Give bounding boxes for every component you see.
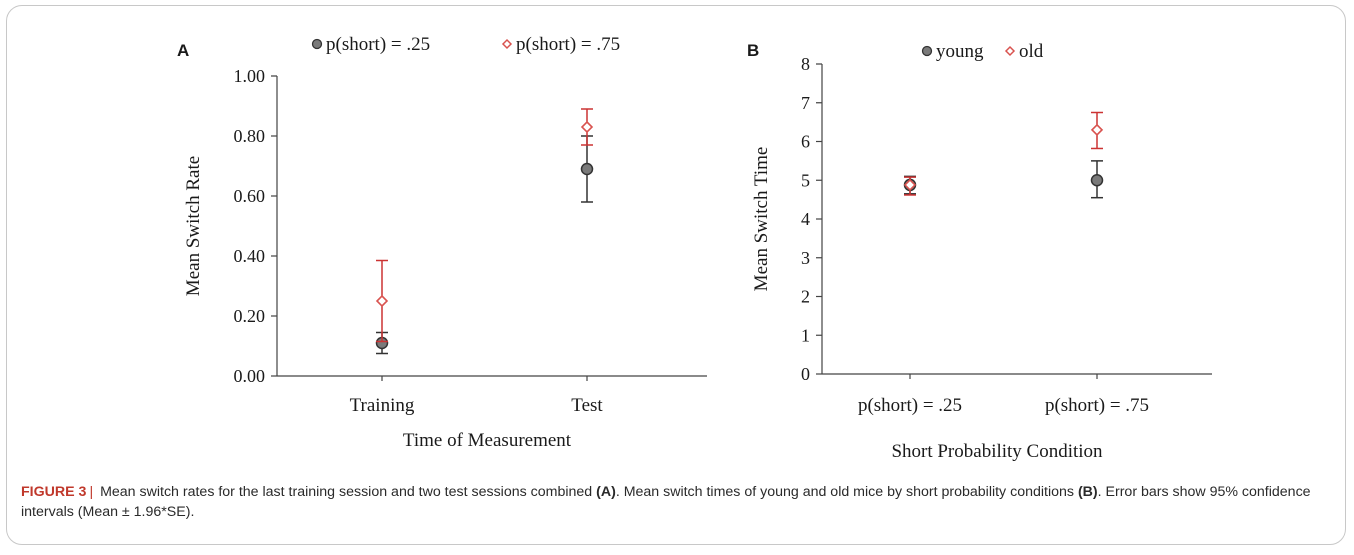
data-point-diamond xyxy=(580,120,594,134)
legend-marker-circle xyxy=(311,38,323,50)
legend-label: young xyxy=(936,41,984,62)
figure-caption: FIGURE 3 | Mean switch rates for the last… xyxy=(21,482,1331,522)
caption-label: FIGURE 3 xyxy=(21,484,87,500)
data-point-diamond xyxy=(375,294,389,308)
panel-b-legend: young old xyxy=(921,41,1044,62)
x-category-label: Test xyxy=(571,395,603,416)
caption-ref-b: (B) xyxy=(1077,484,1098,500)
legend-marker-circle xyxy=(921,45,933,57)
y-tick-label: 8 xyxy=(801,54,810,74)
panel-b-letter: B xyxy=(747,41,759,60)
caption-text-2: . Mean switch times of young and old mic… xyxy=(615,484,1074,500)
data-point-circle xyxy=(1090,174,1104,187)
legend-label: p(short) = .75 xyxy=(516,34,620,55)
y-tick-label: 5 xyxy=(801,170,810,190)
y-tick-label: 0 xyxy=(801,364,810,384)
data-point-diamond xyxy=(903,178,917,192)
y-tick-label: 6 xyxy=(801,132,810,152)
y-tick-label: 2 xyxy=(801,287,810,307)
data-point-circle xyxy=(580,162,594,176)
y-axis-title: Mean Switch Rate xyxy=(183,156,204,296)
y-tick-label: 3 xyxy=(801,248,810,268)
x-category-label: p(short) = .75 xyxy=(1045,395,1149,416)
x-category-label: Training xyxy=(350,395,415,416)
y-tick-label: 1 xyxy=(801,325,810,345)
x-category-label: p(short) = .25 xyxy=(858,395,962,416)
y-tick-label: 1.00 xyxy=(234,66,266,86)
y-tick-label: 0.80 xyxy=(234,126,266,146)
figure-frame: A p(short) = .25 p(short) = .75 0.00 0.20 0… xyxy=(6,5,1346,545)
figure-charts: A p(short) = .25 p(short) = .75 0.000.200… xyxy=(177,34,1212,462)
legend-label: old xyxy=(1019,41,1044,62)
panel-a-marks xyxy=(375,108,594,355)
panel-a-legend: p(short) = .25 p(short) = .75 xyxy=(311,34,620,55)
caption-ref-a: (A) xyxy=(596,484,616,500)
y-tick-label: 7 xyxy=(801,93,810,113)
panel-b-axes: 0 1 2 3 4 5 6 7 8 p(short) = .25 p(short) = .75 Sho… xyxy=(751,54,1212,462)
y-tick-label: 0.00 xyxy=(234,366,266,386)
caption-text-3: . Error bars show 95% confidence interva… xyxy=(21,484,1311,520)
y-tick-label: 0.60 xyxy=(234,186,266,206)
x-axis-title: Time of Measurement xyxy=(403,430,572,451)
x-axis-title: Short Probability Condition xyxy=(891,441,1103,462)
panel-a-axes: 0.00 0.20 0.40 0.60 0.80 1.00 Training Test Time… xyxy=(183,66,707,451)
data-point-diamond xyxy=(1090,123,1104,137)
legend-marker-diamond xyxy=(501,38,513,50)
y-tick-label: 4 xyxy=(801,209,810,229)
y-tick-label: 0.40 xyxy=(234,246,266,266)
panel-a-chart: A p(short) = .25 p(short) = .75 0.000.200… xyxy=(177,34,707,451)
y-tick-label: 0.20 xyxy=(234,306,266,326)
panel-b-marks xyxy=(903,111,1104,199)
legend-marker-diamond xyxy=(1004,45,1016,57)
panel-b-chart: B young old 0 1 2 3 4 5 6 7 8 p(short) = .25 p(shor… xyxy=(747,41,1212,462)
legend-label: p(short) = .25 xyxy=(326,34,430,55)
panel-a-letter: A xyxy=(177,41,189,60)
y-axis-title: Mean Switch Time xyxy=(751,147,772,292)
caption-separator: | xyxy=(89,484,94,500)
caption-text-1: Mean switch rates for the last training … xyxy=(100,484,593,500)
